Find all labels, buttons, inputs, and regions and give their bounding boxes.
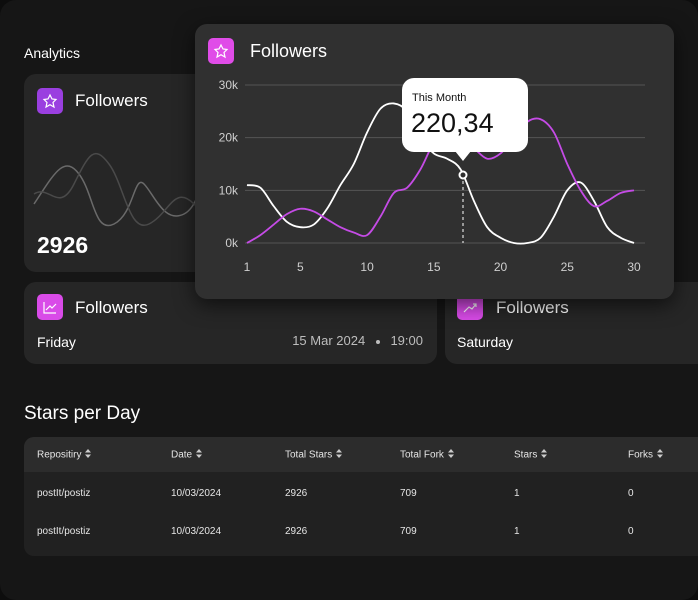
x-tick-label: 15 bbox=[427, 260, 441, 274]
card-datetime: 15 Mar 2024 19:00 bbox=[292, 333, 423, 348]
tooltip-value: 220,34 bbox=[411, 108, 494, 138]
table: Repositiry Date Total Stars Total Fork Stars… bbox=[24, 437, 698, 556]
table-cell: postIt/postiz bbox=[37, 488, 91, 499]
icon bbox=[208, 38, 234, 64]
column-header[interactable]: Total Stars bbox=[285, 449, 343, 461]
sort-icon[interactable] bbox=[541, 449, 548, 458]
x-tick-label: 10 bbox=[360, 260, 374, 274]
sort-icon[interactable] bbox=[336, 449, 343, 458]
table-cell: 709 bbox=[400, 488, 417, 499]
y-tick-label: 10k bbox=[219, 183, 239, 197]
sort-icon[interactable] bbox=[447, 449, 454, 458]
tooltip: This Month 220,34 bbox=[402, 78, 528, 161]
table-cell: 1 bbox=[514, 488, 520, 499]
table-cell: postIt/postiz bbox=[37, 526, 91, 537]
y-tick-label: 30k bbox=[219, 78, 239, 92]
icon bbox=[37, 294, 63, 320]
column-header[interactable]: Total Fork bbox=[400, 449, 454, 461]
hover-dot bbox=[458, 170, 468, 180]
card-day: Saturday bbox=[457, 334, 514, 350]
column-header[interactable]: Forks bbox=[628, 449, 663, 461]
sort-icon[interactable] bbox=[657, 449, 663, 458]
x-tick-label: 20 bbox=[494, 260, 508, 274]
table-cell: 709 bbox=[400, 526, 417, 537]
icon bbox=[37, 88, 63, 114]
column-header-text: Stars bbox=[514, 449, 538, 461]
column-header[interactable]: Repositiry bbox=[37, 449, 92, 461]
table-cell: 0 bbox=[628, 488, 634, 499]
column-header-text: Repositiry bbox=[37, 449, 82, 461]
chart-popup: Followers 0k 10k 20k 30k 1 5 10 15 20 25 30 This M… bbox=[195, 24, 674, 299]
column-header-text: Forks bbox=[628, 449, 653, 461]
section-title: Analytics bbox=[24, 45, 81, 61]
card-value: 2926 bbox=[37, 232, 89, 258]
card-title: Followers bbox=[75, 91, 148, 110]
x-tick-label: 5 bbox=[297, 260, 304, 274]
line-series bbox=[246, 102, 635, 245]
table-title: Stars per Day bbox=[24, 403, 141, 424]
x-tick-label: 25 bbox=[561, 260, 575, 274]
column-header[interactable]: Date bbox=[171, 449, 203, 461]
x-tick-label: 30 bbox=[627, 260, 641, 274]
column-header-text: Total Fork bbox=[400, 449, 444, 461]
table-cell: 2926 bbox=[285, 526, 308, 537]
x-tick-label: 1 bbox=[244, 260, 251, 274]
card-date: 15 Mar 2024 bbox=[292, 333, 366, 348]
card-time: 19:00 bbox=[390, 333, 423, 348]
separator bbox=[375, 339, 380, 344]
y-tick-label: 0k bbox=[225, 236, 239, 250]
column-header-text: Date bbox=[171, 449, 193, 461]
table-cell: 10/03/2024 bbox=[171, 526, 222, 537]
table-cell: 2926 bbox=[285, 488, 308, 499]
table-header: Repositiry Date Total Stars Total Fork Stars… bbox=[24, 437, 698, 472]
column-header-text: Total Stars bbox=[285, 449, 333, 461]
sort-icon[interactable] bbox=[196, 449, 203, 458]
sort-icon[interactable] bbox=[85, 449, 92, 458]
table-cell: 0 bbox=[628, 526, 634, 537]
card-day: Friday bbox=[37, 334, 76, 350]
tooltip-label: This Month bbox=[412, 92, 467, 104]
y-tick-label: 20k bbox=[219, 131, 239, 145]
popup-title: Followers bbox=[250, 41, 328, 61]
column-header[interactable]: Stars bbox=[514, 449, 548, 461]
table-cell: 10/03/2024 bbox=[171, 488, 222, 499]
card-title: Followers bbox=[496, 298, 569, 317]
card-title: Followers bbox=[75, 298, 148, 317]
table-cell: 1 bbox=[514, 526, 520, 537]
